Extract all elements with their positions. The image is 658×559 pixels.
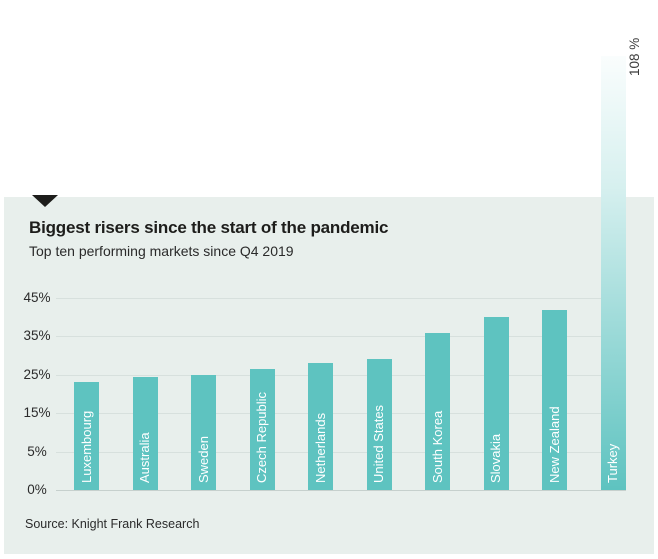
y-tick-label-35: 35% <box>23 328 51 344</box>
bar-label-south-korea: South Korea <box>429 410 445 483</box>
bar-luxembourg: Luxembourg <box>74 382 99 490</box>
bar-south-korea: South Korea <box>425 332 450 490</box>
y-tick-label-0: 0% <box>27 482 47 497</box>
bar-slovakia: Slovakia <box>483 317 509 490</box>
bar-united-states: United States <box>366 359 392 490</box>
bar-label-czech-republic: Czech Republic <box>254 391 269 483</box>
down-triangle-icon <box>32 195 58 207</box>
chart-title: Biggest risers since the start of the pa… <box>29 218 389 237</box>
gridline-15 <box>56 413 626 415</box>
bar-label-united-states: United States <box>371 404 386 483</box>
bar-label-luxembourg: Luxembourg <box>78 410 94 483</box>
bar-australia: Australia <box>132 376 158 490</box>
x-axis-line <box>56 490 626 491</box>
bar-new-zealand: New Zealand <box>542 309 567 490</box>
bar-turkey: Turkey <box>600 56 626 490</box>
bar-label-turkey: Turkey <box>605 443 620 483</box>
y-tick-label-25: 25% <box>23 366 51 382</box>
y-tick-label-5: 5% <box>27 443 47 459</box>
bar-label-sweden: Sweden <box>195 436 211 483</box>
y-tick-label-15: 15% <box>23 405 51 421</box>
gridline-45 <box>56 298 626 299</box>
overflow-value-label: 108 % <box>627 37 642 76</box>
gridline-5 <box>56 451 626 453</box>
chart-subtitle: Top ten performing markets since Q4 2019 <box>29 243 294 259</box>
bar-label-slovakia: Slovakia <box>488 433 503 483</box>
bar-netherlands: Netherlands <box>308 363 333 490</box>
bar-label-australia: Australia <box>137 432 152 483</box>
bar-label-new-zealand: New Zealand <box>546 406 562 483</box>
gridline-25 <box>56 374 626 376</box>
bar-label-netherlands: Netherlands <box>312 412 328 483</box>
y-tick-label-45: 45% <box>23 290 51 305</box>
gridline-35 <box>56 336 626 338</box>
bar-czech-republic: Czech Republic <box>249 369 275 490</box>
source-note: Source: Knight Frank Research <box>25 517 200 531</box>
bar-sweden: Sweden <box>191 374 216 490</box>
